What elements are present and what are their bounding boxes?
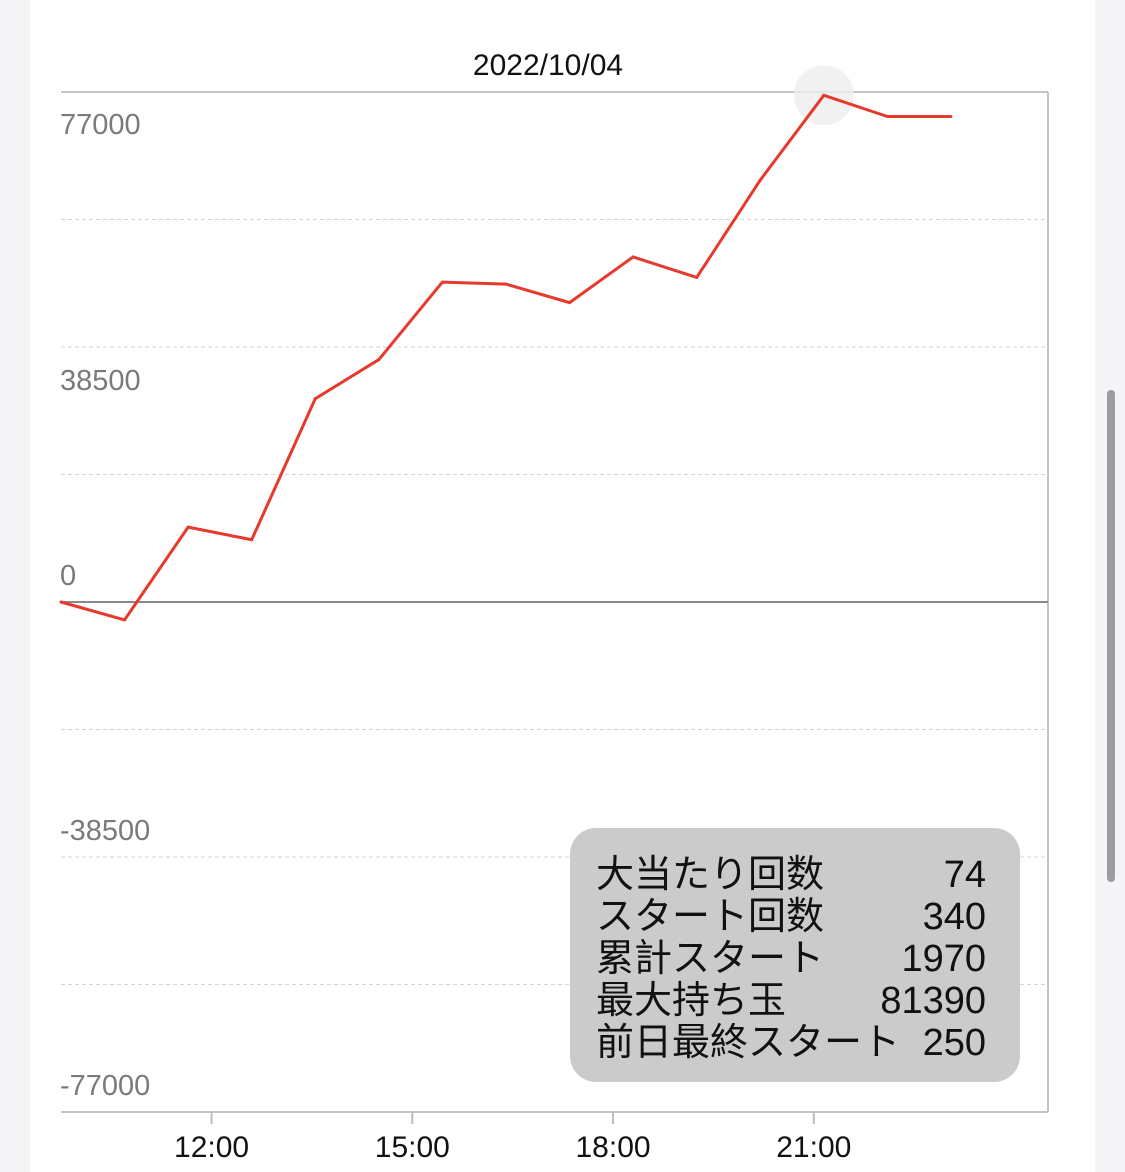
stat-value: 340 [922, 896, 986, 938]
data-point [695, 275, 699, 279]
data-point [250, 538, 254, 542]
stat-value: 81390 [880, 980, 986, 1022]
stat-row-max-balls: 最大持ち玉 81390 [596, 980, 986, 1022]
stat-value: 74 [943, 854, 986, 896]
data-point [504, 282, 508, 286]
scrollbar[interactable] [1107, 390, 1115, 882]
stat-row-total-starts: 累計スタート 1970 [596, 938, 986, 980]
x-tick-label: 12:00 [174, 1131, 249, 1164]
stat-label: スタート回数 [596, 896, 825, 938]
x-tick-label: 15:00 [375, 1131, 450, 1164]
data-point [822, 93, 826, 97]
stats-box: 大当たり回数 74 スタート回数 340 累計スタート 1970 最大持ち玉 8… [570, 828, 1020, 1082]
data-point [758, 178, 762, 182]
stat-row-starts: スタート回数 340 [596, 896, 986, 938]
stat-value: 1970 [901, 938, 986, 980]
data-point [885, 115, 889, 119]
stat-label: 前日最終スタート [596, 1022, 901, 1064]
y-tick-label: 38500 [60, 365, 141, 397]
x-tick-label: 21:00 [776, 1131, 851, 1164]
left-margin [0, 0, 30, 1172]
y-tick-label: -38500 [60, 815, 150, 847]
y-tick-label: -77000 [60, 1070, 150, 1102]
data-point [440, 280, 444, 284]
chart-title: 2022/10/04 [473, 49, 623, 82]
x-tick-label: 18:00 [576, 1131, 651, 1164]
data-point [568, 301, 572, 305]
data-point [949, 115, 953, 119]
stat-value: 250 [922, 1022, 986, 1064]
stat-label: 最大持ち玉 [596, 980, 787, 1022]
data-point [186, 525, 190, 529]
stat-label: 累計スタート [596, 938, 825, 980]
stat-row-big-hits: 大当たり回数 74 [596, 854, 986, 896]
y-tick-label: 77000 [60, 109, 141, 141]
data-point [59, 600, 63, 604]
stat-label: 大当たり回数 [596, 854, 825, 896]
data-point [123, 618, 127, 622]
y-tick-label: 0 [60, 560, 76, 592]
data-point [377, 358, 381, 362]
data-point [313, 397, 317, 401]
series-line [60, 93, 951, 622]
data-point [631, 255, 635, 259]
stat-row-prev-day-final: 前日最終スタート 250 [596, 1022, 986, 1064]
